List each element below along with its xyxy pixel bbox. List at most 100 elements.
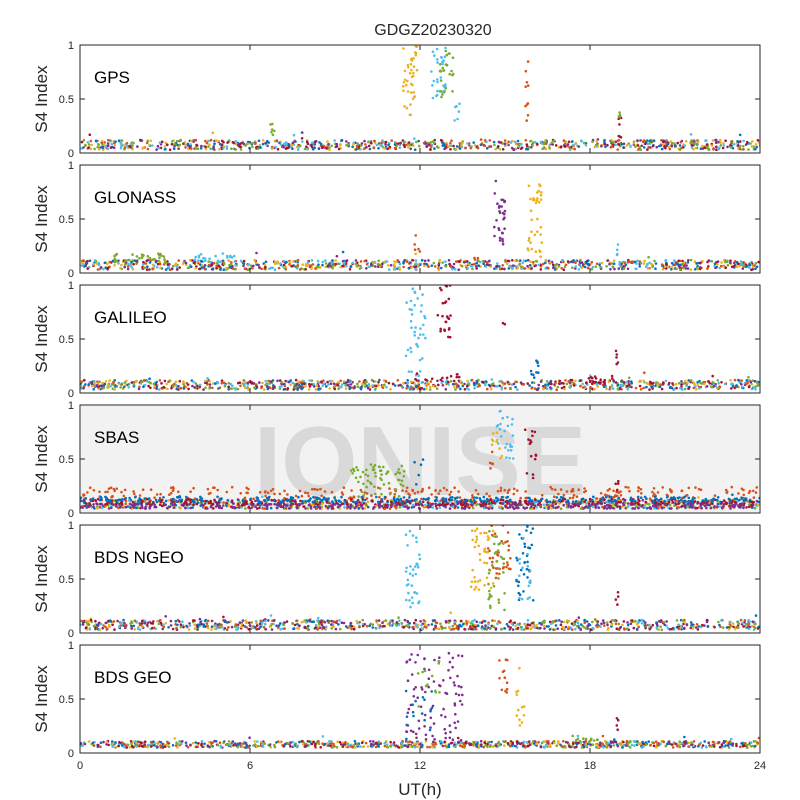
data-point <box>276 506 279 510</box>
data-point <box>597 381 601 384</box>
data-point <box>334 499 337 502</box>
data-point <box>391 382 395 386</box>
data-point <box>314 502 318 505</box>
data-point <box>670 268 673 271</box>
data-point <box>535 359 538 363</box>
data-point <box>409 380 413 384</box>
data-point <box>396 259 400 262</box>
data-point <box>542 387 545 391</box>
data-point <box>416 345 420 348</box>
data-point <box>713 262 717 266</box>
data-point <box>247 263 251 266</box>
data-point <box>461 141 464 145</box>
data-point <box>503 227 506 230</box>
data-point <box>234 387 237 390</box>
data-point <box>213 486 216 490</box>
data-point <box>438 489 442 493</box>
data-point <box>298 489 302 493</box>
data-point <box>162 255 166 258</box>
data-point <box>344 500 347 503</box>
data-point <box>250 503 254 506</box>
data-point <box>753 264 756 267</box>
data-point <box>405 301 408 304</box>
data-point <box>106 262 109 266</box>
data-point <box>442 69 445 72</box>
data-point <box>348 268 352 271</box>
data-point <box>330 379 334 383</box>
points-glonass <box>80 179 760 272</box>
data-point <box>656 504 660 507</box>
data-point <box>141 499 144 503</box>
data-point <box>143 383 147 387</box>
data-point <box>708 382 712 385</box>
data-point <box>582 263 585 267</box>
data-point <box>528 263 532 267</box>
data-point <box>148 261 152 264</box>
data-point <box>526 258 530 262</box>
data-point <box>334 259 338 262</box>
data-point <box>719 144 723 147</box>
data-point <box>204 379 207 383</box>
data-point <box>707 148 710 151</box>
data-point <box>511 259 514 262</box>
data-point <box>528 502 532 505</box>
data-point <box>194 267 197 270</box>
data-point <box>293 382 297 386</box>
data-point <box>701 499 704 502</box>
data-point <box>525 119 528 122</box>
data-point <box>605 265 608 268</box>
data-point <box>102 384 106 387</box>
data-point <box>753 507 757 510</box>
data-point <box>98 384 102 388</box>
data-point <box>722 265 725 268</box>
data-point <box>650 262 653 266</box>
data-point <box>448 144 451 148</box>
data-point <box>503 139 507 142</box>
data-point <box>387 143 390 147</box>
data-point <box>474 489 478 492</box>
data-point <box>475 503 479 506</box>
data-point <box>328 387 331 390</box>
data-point <box>196 384 199 388</box>
data-point <box>457 110 461 113</box>
data-point <box>577 145 581 148</box>
data-point <box>668 147 672 151</box>
data-point <box>670 266 674 269</box>
data-point <box>271 266 275 270</box>
data-point <box>274 145 278 149</box>
data-point <box>115 505 118 508</box>
data-point <box>430 493 433 496</box>
data-point <box>244 507 247 510</box>
data-point <box>300 137 304 140</box>
data-point <box>493 234 496 238</box>
data-point <box>449 141 452 145</box>
data-point <box>675 386 678 390</box>
data-point <box>411 503 415 507</box>
data-point <box>444 381 448 384</box>
data-point <box>745 379 749 382</box>
data-point <box>640 492 643 495</box>
data-point <box>568 146 571 149</box>
data-point <box>109 384 112 388</box>
data-point <box>126 265 130 268</box>
data-point <box>331 505 334 509</box>
data-point <box>247 505 251 509</box>
data-point <box>320 494 323 498</box>
data-point <box>444 388 448 391</box>
data-point <box>386 147 390 151</box>
data-point <box>258 146 262 149</box>
data-point <box>442 59 445 62</box>
data-point <box>176 268 179 271</box>
data-point <box>438 69 442 73</box>
data-point <box>408 261 412 264</box>
data-point <box>280 381 284 384</box>
data-point <box>420 497 423 501</box>
data-point <box>268 495 271 499</box>
data-point <box>314 140 318 143</box>
data-point <box>276 147 280 151</box>
data-point <box>243 382 246 386</box>
data-point <box>562 493 566 497</box>
data-point <box>82 500 86 504</box>
data-point <box>217 264 221 268</box>
